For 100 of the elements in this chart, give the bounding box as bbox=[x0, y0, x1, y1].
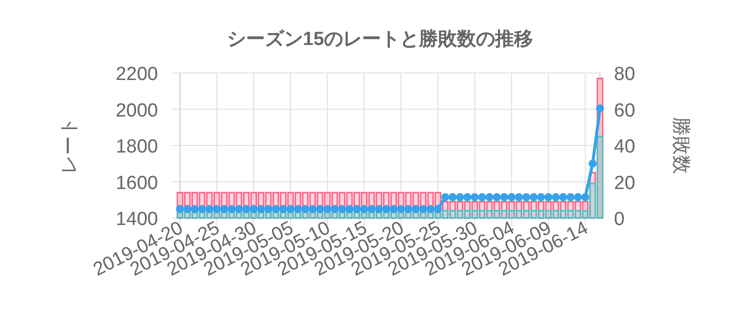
bar bbox=[494, 210, 500, 219]
y-tick-label: 1600 bbox=[116, 172, 158, 194]
bar bbox=[236, 212, 242, 219]
point bbox=[463, 193, 472, 202]
bar bbox=[442, 210, 449, 219]
point bbox=[316, 204, 324, 213]
bar bbox=[434, 212, 442, 219]
bar bbox=[316, 212, 324, 219]
bar bbox=[538, 210, 544, 219]
point bbox=[390, 204, 398, 213]
point bbox=[500, 193, 508, 202]
point bbox=[360, 204, 368, 213]
bar bbox=[552, 210, 560, 219]
point bbox=[522, 193, 530, 202]
bar bbox=[398, 212, 404, 219]
bar bbox=[368, 212, 375, 219]
point bbox=[301, 204, 310, 213]
bar bbox=[176, 212, 184, 219]
bar bbox=[508, 210, 515, 219]
bar bbox=[427, 212, 434, 219]
point bbox=[397, 204, 406, 213]
point bbox=[492, 193, 501, 202]
point bbox=[338, 204, 346, 213]
point bbox=[404, 204, 412, 213]
point bbox=[234, 204, 243, 213]
point bbox=[220, 204, 228, 213]
point bbox=[596, 104, 604, 112]
point bbox=[559, 193, 568, 202]
point bbox=[448, 193, 457, 202]
bar bbox=[382, 212, 390, 219]
point bbox=[566, 193, 575, 202]
bar bbox=[522, 210, 530, 219]
bar bbox=[545, 210, 552, 219]
point bbox=[574, 193, 582, 202]
point bbox=[205, 204, 214, 213]
point bbox=[537, 193, 546, 202]
bar bbox=[589, 182, 596, 219]
point bbox=[308, 204, 317, 213]
point bbox=[264, 204, 272, 213]
point bbox=[434, 204, 442, 213]
point bbox=[456, 193, 464, 202]
point bbox=[212, 204, 221, 213]
bar bbox=[338, 212, 346, 219]
bar bbox=[420, 212, 426, 219]
bar bbox=[516, 210, 522, 219]
y2-tick-label: 40 bbox=[614, 136, 636, 158]
bar bbox=[287, 212, 294, 219]
point bbox=[345, 204, 354, 213]
bar bbox=[272, 212, 280, 219]
bar bbox=[302, 212, 309, 219]
y-tick-label: 1800 bbox=[116, 136, 158, 158]
point bbox=[426, 204, 435, 213]
chart-title: シーズン15のレートと勝敗数の推移 bbox=[226, 29, 534, 50]
point bbox=[581, 193, 590, 202]
bar bbox=[309, 212, 316, 219]
bar bbox=[198, 212, 206, 219]
bar bbox=[228, 212, 235, 219]
point bbox=[552, 193, 560, 202]
bar bbox=[265, 212, 272, 219]
bar bbox=[214, 212, 220, 219]
bar bbox=[220, 212, 228, 219]
y2-tick-label: 80 bbox=[614, 64, 636, 85]
point bbox=[294, 204, 302, 213]
bar bbox=[376, 212, 382, 219]
bar bbox=[582, 210, 589, 219]
point bbox=[323, 204, 332, 213]
y-tick-label: 2000 bbox=[116, 100, 158, 122]
y-tick-label: 2200 bbox=[116, 64, 158, 85]
point bbox=[544, 193, 552, 202]
y-axis-title: レート bbox=[59, 117, 80, 174]
point bbox=[250, 204, 258, 213]
bar bbox=[567, 210, 574, 219]
bar bbox=[360, 212, 368, 219]
bar bbox=[478, 210, 486, 219]
bar bbox=[250, 212, 258, 219]
point bbox=[412, 204, 420, 213]
bar bbox=[324, 212, 331, 219]
bar bbox=[486, 210, 493, 219]
point bbox=[242, 204, 250, 213]
point bbox=[478, 193, 486, 202]
point bbox=[588, 160, 597, 168]
y2-axis-title: 勝敗数 bbox=[670, 117, 691, 174]
point bbox=[198, 204, 206, 213]
point bbox=[382, 204, 390, 213]
bar bbox=[456, 210, 464, 219]
bar bbox=[560, 210, 566, 219]
point bbox=[514, 193, 523, 202]
bar bbox=[500, 210, 508, 219]
point bbox=[368, 204, 376, 213]
bar bbox=[574, 210, 582, 219]
point bbox=[286, 204, 295, 213]
bar bbox=[464, 210, 471, 219]
bar bbox=[331, 212, 338, 219]
point bbox=[485, 193, 494, 202]
bar bbox=[530, 210, 538, 219]
y2-tick-label: 60 bbox=[614, 100, 636, 122]
bar bbox=[390, 212, 398, 219]
point bbox=[279, 204, 288, 213]
bar bbox=[471, 210, 478, 219]
point bbox=[176, 204, 184, 213]
